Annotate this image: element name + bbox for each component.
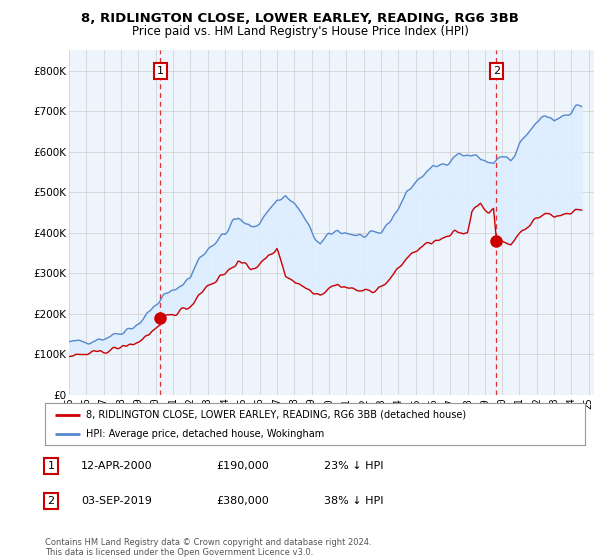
Text: 03-SEP-2019: 03-SEP-2019 [81, 496, 152, 506]
Text: 38% ↓ HPI: 38% ↓ HPI [324, 496, 383, 506]
Text: Contains HM Land Registry data © Crown copyright and database right 2024.
This d: Contains HM Land Registry data © Crown c… [45, 538, 371, 557]
Text: 2: 2 [493, 66, 500, 76]
Text: 8, RIDLINGTON CLOSE, LOWER EARLEY, READING, RG6 3BB (detached house): 8, RIDLINGTON CLOSE, LOWER EARLEY, READI… [86, 409, 466, 419]
Text: HPI: Average price, detached house, Wokingham: HPI: Average price, detached house, Woki… [86, 429, 324, 439]
Text: 1: 1 [157, 66, 164, 76]
Text: 23% ↓ HPI: 23% ↓ HPI [324, 461, 383, 471]
Text: 8, RIDLINGTON CLOSE, LOWER EARLEY, READING, RG6 3BB: 8, RIDLINGTON CLOSE, LOWER EARLEY, READI… [81, 12, 519, 25]
Text: 12-APR-2000: 12-APR-2000 [81, 461, 152, 471]
Text: 2: 2 [47, 496, 55, 506]
Text: Price paid vs. HM Land Registry's House Price Index (HPI): Price paid vs. HM Land Registry's House … [131, 25, 469, 38]
Text: £190,000: £190,000 [216, 461, 269, 471]
Text: £380,000: £380,000 [216, 496, 269, 506]
Text: 1: 1 [47, 461, 55, 471]
